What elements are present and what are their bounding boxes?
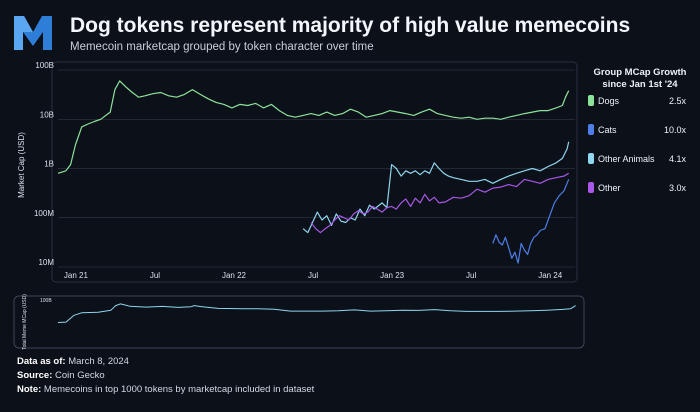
- mini-y-axis-label: Total Meme MCap (USD): [22, 294, 28, 350]
- y-tick-label: 100B: [35, 61, 54, 70]
- footer-source-label: Source:: [17, 370, 53, 381]
- footer-date-label: Data as of:: [17, 356, 66, 367]
- x-tick-label: Jul: [466, 271, 476, 280]
- footer-note-value: Memecoins in top 1000 tokens by marketca…: [43, 384, 315, 395]
- series-line-other: [310, 172, 570, 234]
- legend-swatch: [588, 124, 594, 135]
- brand-logo: [14, 16, 52, 50]
- x-tick-label: Jan 22: [222, 271, 247, 280]
- mini-plot-frame: [13, 295, 585, 349]
- legend-swatch: [588, 182, 594, 193]
- series-line-cats: [492, 179, 570, 264]
- x-tick-label: Jan 21: [64, 271, 89, 280]
- legend-growth-value: 2.5x: [669, 96, 687, 106]
- main-x-ticks: Jan 21 Jul Jan 22 Jul Jan 23 Jul Jan 24: [64, 271, 563, 280]
- mini-series: [57, 303, 576, 323]
- footer-date: Data as of: March 8, 2024: [17, 356, 129, 367]
- legend-swatch: [588, 153, 594, 164]
- x-tick-label: Jan 24: [538, 271, 563, 280]
- legend-growth-value: 3.0x: [669, 183, 687, 193]
- x-tick-label: Jul: [150, 271, 160, 280]
- legend-label: Dogs: [598, 96, 620, 106]
- y-tick-label: 100M: [34, 209, 54, 218]
- series-line-other-animals: [302, 141, 570, 234]
- legend-label: Other Animals: [598, 154, 655, 164]
- main-series: [57, 80, 570, 264]
- footer-note-label: Note:: [17, 384, 42, 395]
- footer-note: Note: Memecoins in top 1000 tokens by ma…: [17, 384, 314, 395]
- y-axis-label: Market Cap (USD): [17, 132, 26, 198]
- legend-label: Other: [598, 183, 621, 193]
- legend: Dogs 2.5x Cats 10.0x Other Animals 4.1x Other 3…: [588, 95, 686, 193]
- y-tick-label: 10B: [40, 110, 54, 119]
- x-tick-label: Jan 23: [380, 271, 405, 280]
- main-plot-frame: [51, 61, 578, 283]
- footer-source-value: Coin Gecko: [55, 370, 105, 381]
- legend-growth-value: 4.1x: [669, 154, 687, 164]
- main-y-ticks: 100B 10B 1B 100M 10M: [34, 61, 54, 267]
- y-tick-label: 10M: [38, 258, 54, 267]
- legend-label: Cats: [598, 125, 617, 135]
- y-tick-label: 1B: [44, 160, 54, 169]
- mini-y-top-label: 100B: [40, 298, 52, 304]
- mini-series-line: [57, 303, 576, 323]
- footer-date-value: March 8, 2024: [68, 356, 129, 367]
- page-title: Dog tokens represent majority of high va…: [70, 14, 631, 37]
- x-tick-label: Jul: [308, 271, 318, 280]
- main-grid: [58, 69, 575, 268]
- legend-title-line2: since Jan 1st '24: [602, 79, 678, 90]
- series-line-dogs: [57, 80, 570, 174]
- footer-source: Source: Coin Gecko: [17, 370, 105, 381]
- legend-title-line1: Group MCap Growth: [594, 67, 687, 78]
- legend-swatch: [588, 95, 594, 106]
- legend-growth-value: 10.0x: [664, 125, 687, 135]
- page-subtitle: Memecoin marketcap grouped by token char…: [70, 41, 374, 53]
